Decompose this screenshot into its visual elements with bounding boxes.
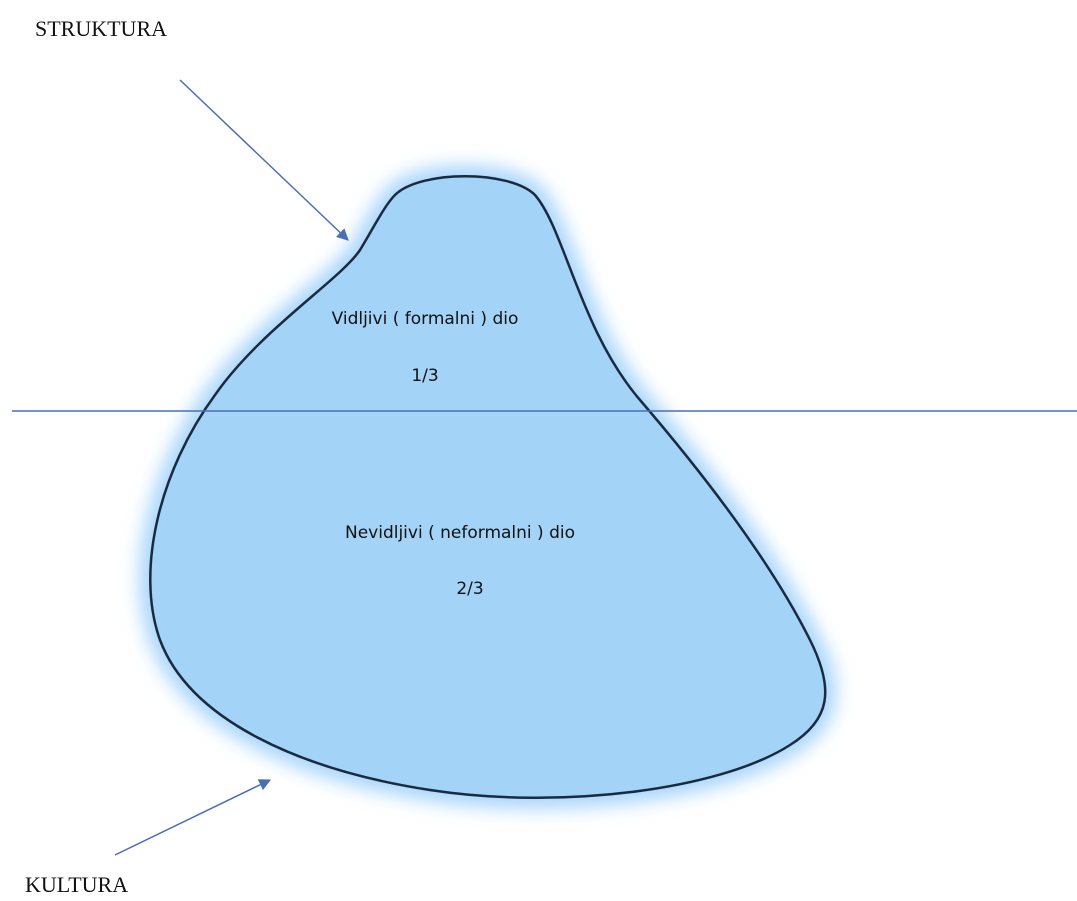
iceberg — [149, 175, 827, 799]
invisible-text: Nevidljivi ( neformalni ) dio — [345, 523, 575, 543]
arrow-bottom — [114, 779, 272, 856]
visible-fraction: 1/3 — [411, 366, 438, 386]
arrow-top — [179, 79, 349, 241]
visible-text: Vidljivi ( formalni ) dio — [332, 309, 519, 329]
invisible-fraction: 2/3 — [456, 579, 483, 599]
label-top: STRUKTURA — [35, 16, 167, 41]
label-bottom: KULTURA — [25, 872, 128, 897]
